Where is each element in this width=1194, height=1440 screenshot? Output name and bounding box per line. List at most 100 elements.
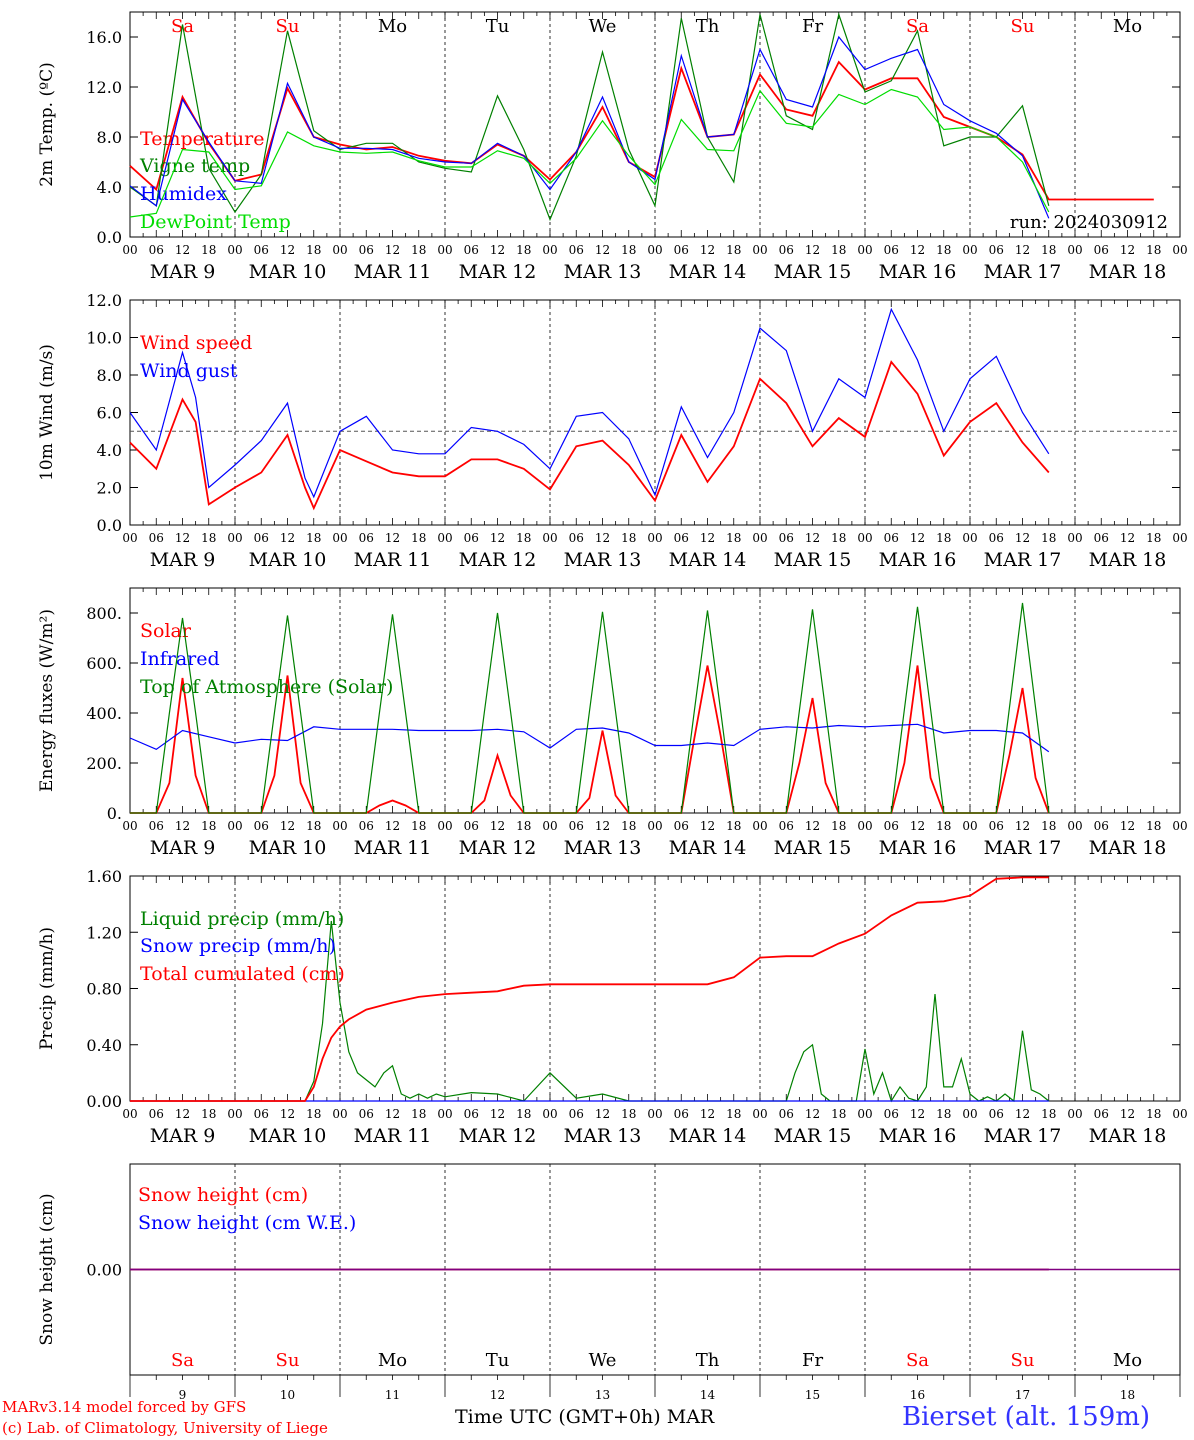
day-number-label: 14 — [700, 1388, 716, 1402]
y-tick-label: 16.0 — [86, 28, 122, 47]
hour-tick-label: 06 — [569, 819, 584, 833]
y-tick-label: 4.0 — [97, 178, 122, 197]
hour-tick-label: 00 — [227, 819, 242, 833]
legend-entry: Wind gust — [140, 360, 238, 382]
y-tick-label: 0. — [107, 804, 122, 823]
hour-tick-label: 06 — [1094, 1107, 1109, 1121]
hour-tick-label: 00 — [542, 531, 557, 545]
series-line-top-of-atmosphere-solar- — [130, 602, 1050, 814]
hour-tick-label: 12 — [175, 243, 190, 257]
hour-tick-label: 06 — [884, 1107, 899, 1121]
hour-tick-label: 12 — [700, 819, 715, 833]
y-axis-label: Precip (mm/h) — [37, 927, 57, 1050]
hour-tick-label: 06 — [779, 1107, 794, 1121]
day-number-label: 9 — [179, 1388, 187, 1402]
hour-tick-label: 18 — [621, 819, 636, 833]
hour-tick-label: 06 — [674, 243, 689, 257]
hour-tick-label: 06 — [674, 531, 689, 545]
hour-tick-label: 00 — [647, 1107, 662, 1121]
y-tick-label: 10.0 — [86, 329, 122, 348]
hour-tick-label: 06 — [149, 819, 164, 833]
hour-tick-label: 06 — [884, 819, 899, 833]
hour-tick-label: 00 — [332, 1107, 347, 1121]
date-label: MAR 9 — [150, 837, 216, 859]
date-label: MAR 9 — [150, 1125, 216, 1147]
weekday-label: Mo — [378, 16, 407, 37]
hour-tick-label: 12 — [595, 819, 610, 833]
date-label: MAR 16 — [879, 1125, 957, 1147]
hour-tick-label: 12 — [595, 243, 610, 257]
hour-tick-label: 12 — [1015, 243, 1030, 257]
weekday-label: Fr — [802, 1350, 823, 1371]
y-tick-label: 0.00 — [86, 1261, 122, 1280]
hour-tick-label: 12 — [280, 243, 295, 257]
date-label: MAR 9 — [150, 549, 216, 571]
series-line-wind-speed — [129, 360, 1050, 511]
hour-tick-label: 00 — [122, 531, 137, 545]
legend-entry: DewPoint Temp — [140, 211, 291, 233]
hour-tick-label: 12 — [805, 819, 820, 833]
date-label: MAR 18 — [1089, 261, 1167, 283]
x-axis-title: Time UTC (GMT+0h) MAR — [455, 1406, 715, 1428]
hour-tick-label: 18 — [1146, 243, 1161, 257]
date-label: MAR 12 — [459, 1125, 537, 1147]
series-line-humidex — [129, 35, 1050, 219]
date-label: MAR 13 — [564, 1125, 642, 1147]
hour-tick-label: 00 — [962, 1107, 977, 1121]
date-label: MAR 17 — [984, 837, 1062, 859]
hour-tick-label: 06 — [1094, 243, 1109, 257]
hour-tick-label: 00 — [647, 243, 662, 257]
series-line-dewpoint-temp — [129, 88, 1050, 218]
hour-tick-label: 00 — [1067, 819, 1082, 833]
y-tick-label: 8.0 — [97, 128, 122, 147]
day-number-label: 15 — [805, 1388, 820, 1402]
hour-tick-label: 18 — [306, 1107, 321, 1121]
hour-tick-label: 06 — [464, 819, 479, 833]
hour-tick-label: 18 — [411, 531, 426, 545]
hour-tick-label: 18 — [1041, 819, 1056, 833]
hour-tick-label: 06 — [149, 531, 164, 545]
hour-tick-label: 12 — [805, 243, 820, 257]
hour-tick-label: 00 — [122, 1107, 137, 1121]
hour-tick-label: 00 — [647, 531, 662, 545]
hour-tick-label: 12 — [1015, 819, 1030, 833]
hour-tick-label: 06 — [779, 819, 794, 833]
hour-tick-label: 00 — [1067, 243, 1082, 257]
hour-tick-label: 18 — [1146, 1107, 1161, 1121]
date-label: MAR 10 — [249, 1125, 327, 1147]
hour-tick-label: 12 — [1015, 531, 1030, 545]
hour-tick-label: 18 — [201, 819, 216, 833]
date-label: MAR 11 — [354, 1125, 432, 1147]
date-label: MAR 17 — [984, 261, 1062, 283]
weekday-label: Su — [1011, 1350, 1035, 1371]
hour-tick-label: 06 — [779, 243, 794, 257]
date-label: MAR 17 — [984, 549, 1062, 571]
legend-entry: Wind speed — [140, 332, 252, 354]
y-tick-label: 800. — [86, 604, 122, 623]
y-tick-label: 12.0 — [86, 78, 122, 97]
hour-tick-label: 00 — [122, 819, 137, 833]
y-tick-label: 600. — [86, 654, 122, 673]
date-label: MAR 15 — [774, 261, 852, 283]
hour-tick-label: 12 — [910, 531, 925, 545]
footer-model-note: MARv3.14 model forced by GFS — [2, 1398, 247, 1416]
date-label: MAR 13 — [564, 549, 642, 571]
y-tick-label: 200. — [86, 754, 122, 773]
hour-tick-label: 12 — [280, 819, 295, 833]
hour-tick-label: 06 — [359, 819, 374, 833]
hour-tick-label: 06 — [884, 531, 899, 545]
y-axis-label: 10m Wind (m/s) — [37, 344, 57, 481]
hour-tick-label: 00 — [1172, 243, 1187, 257]
hour-tick-label: 12 — [805, 531, 820, 545]
hour-tick-label: 12 — [595, 1107, 610, 1121]
hour-tick-label: 18 — [621, 531, 636, 545]
date-label: MAR 13 — [564, 261, 642, 283]
hour-tick-label: 18 — [1041, 243, 1056, 257]
legend-entry: Snow height (cm) — [138, 1184, 308, 1206]
hour-tick-label: 18 — [411, 1107, 426, 1121]
footer-copyright: (c) Lab. of Climatology, University of L… — [2, 1419, 328, 1437]
date-label: MAR 15 — [774, 837, 852, 859]
date-label: MAR 17 — [984, 1125, 1062, 1147]
y-tick-label: 0.0 — [97, 516, 122, 535]
